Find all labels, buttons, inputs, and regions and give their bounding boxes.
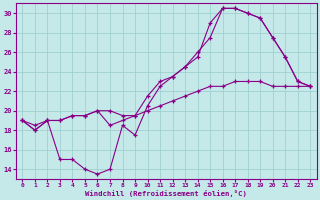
- X-axis label: Windchill (Refroidissement éolien,°C): Windchill (Refroidissement éolien,°C): [85, 190, 247, 197]
